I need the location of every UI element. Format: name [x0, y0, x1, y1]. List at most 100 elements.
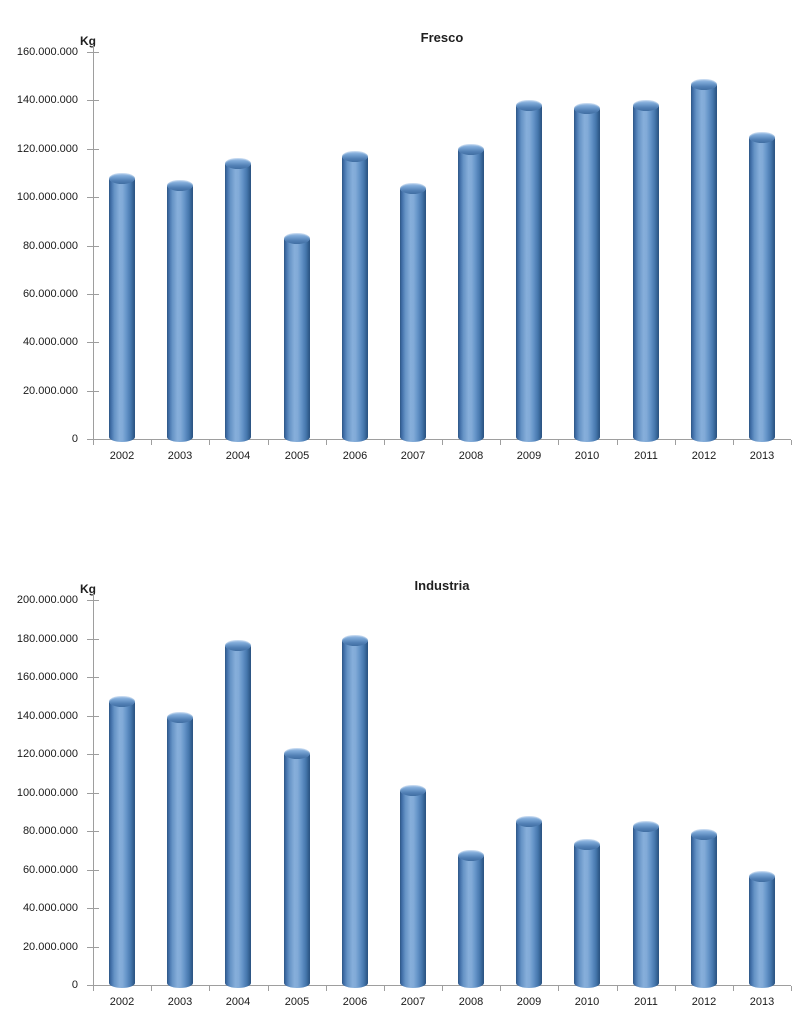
y-axis-tick: [87, 600, 99, 601]
bar-top-cap: [458, 850, 484, 861]
x-axis-category-label: 2003: [167, 996, 193, 1008]
bar-top-cap: [633, 821, 659, 832]
x-axis-tick: [442, 986, 443, 991]
bar-cylinder-body: [691, 834, 717, 988]
x-axis-category-label: 2011: [634, 996, 658, 1008]
bar-2011: [633, 821, 659, 988]
x-axis-tick: [384, 440, 385, 445]
x-axis-category-label: 2004: [225, 450, 251, 462]
x-axis-category-label: 2009: [516, 450, 542, 462]
bar-cylinder-body: [516, 821, 542, 988]
y-axis-tick-label: 160.000.000: [16, 671, 78, 683]
bar-top-cap: [691, 79, 717, 90]
x-axis-tick: [675, 986, 676, 991]
y-axis-tick: [87, 677, 99, 678]
y-axis-tick-label: 80.000.000: [22, 240, 78, 252]
bar-cylinder-body: [167, 717, 193, 988]
bar-top-cap: [574, 839, 600, 850]
x-axis-tick: [209, 440, 210, 445]
bar-cylinder-body: [458, 855, 484, 988]
bar-2003: [167, 712, 193, 988]
y-axis-tick: [87, 870, 99, 871]
x-axis-tick: [442, 440, 443, 445]
y-axis-tick: [87, 100, 99, 101]
bar-cylinder-body: [516, 105, 542, 442]
x-axis-category-label: 2008: [458, 996, 484, 1008]
bar-cylinder-body: [458, 149, 484, 442]
bar-top-cap: [225, 158, 251, 169]
y-axis-tick: [87, 639, 99, 640]
bar-cylinder-body: [342, 156, 368, 442]
x-axis-tick: [733, 986, 734, 991]
bar-top-cap: [749, 132, 775, 143]
x-axis-tick: [558, 986, 559, 991]
bar-2003: [167, 180, 193, 442]
bar-2010: [574, 839, 600, 988]
bar-top-cap: [633, 100, 659, 111]
bar-top-cap: [516, 816, 542, 827]
x-axis-tick: [151, 440, 152, 445]
bar-2010: [574, 103, 600, 442]
x-axis-tick: [617, 986, 618, 991]
x-axis-category-label: 2005: [284, 450, 310, 462]
x-axis-tick: [384, 986, 385, 991]
y-axis-tick: [87, 716, 99, 717]
x-axis-category-label: 2011: [634, 450, 658, 462]
bar-2007: [400, 183, 426, 442]
x-axis-line: [92, 439, 791, 440]
y-axis-tick-label: 200.000.000: [16, 594, 78, 606]
bar-top-cap: [284, 233, 310, 244]
y-axis-tick: [87, 197, 99, 198]
bar-cylinder-body: [167, 185, 193, 442]
bar-2012: [691, 79, 717, 442]
y-axis-unit-label: Kg: [80, 34, 96, 48]
bar-cylinder-body: [400, 188, 426, 442]
bar-2009: [516, 816, 542, 988]
x-axis-category-label: 2013: [749, 450, 775, 462]
x-axis-category-label: 2012: [691, 996, 717, 1008]
bar-top-cap: [691, 829, 717, 840]
bar-cylinder-body: [342, 640, 368, 988]
bar-2008: [458, 144, 484, 442]
bar-2012: [691, 829, 717, 988]
bar-cylinder-body: [574, 844, 600, 988]
bar-2002: [109, 696, 135, 988]
x-axis-tick: [268, 986, 269, 991]
y-axis-tick-label: 20.000.000: [22, 941, 78, 953]
bar-cylinder-body: [574, 108, 600, 442]
y-axis-tick: [87, 793, 99, 794]
bar-cylinder-body: [225, 163, 251, 442]
bar-cylinder-body: [109, 701, 135, 988]
x-axis-tick: [326, 986, 327, 991]
x-axis-tick: [500, 986, 501, 991]
x-axis-category-label: 2013: [749, 996, 775, 1008]
y-axis-tick: [87, 294, 99, 295]
bar-top-cap: [167, 712, 193, 723]
x-axis-category-label: 2006: [342, 996, 368, 1008]
bar-cylinder-body: [284, 753, 310, 988]
y-axis-tick: [87, 947, 99, 948]
x-axis-category-label: 2003: [167, 450, 193, 462]
y-axis-tick-label: 140.000.000: [16, 94, 78, 106]
y-axis-tick-label: 140.000.000: [16, 710, 78, 722]
x-axis-category-label: 2012: [691, 450, 717, 462]
y-axis-tick: [87, 908, 99, 909]
y-axis-tick: [87, 149, 99, 150]
x-axis-category-label: 2007: [400, 450, 426, 462]
bar-2008: [458, 850, 484, 988]
bar-top-cap: [749, 871, 775, 882]
y-axis-line: [93, 46, 94, 439]
bar-top-cap: [342, 151, 368, 162]
x-axis-tick: [500, 440, 501, 445]
x-axis-tick: [268, 440, 269, 445]
y-axis-tick-label: 60.000.000: [22, 864, 78, 876]
y-axis-tick: [87, 342, 99, 343]
y-axis-tick: [87, 246, 99, 247]
y-axis-tick-label: 40.000.000: [22, 902, 78, 914]
bar-2011: [633, 100, 659, 442]
y-axis-tick-label: 40.000.000: [22, 336, 78, 348]
y-axis-tick: [87, 391, 99, 392]
y-axis-unit-label: Kg: [80, 582, 96, 596]
bar-top-cap: [400, 183, 426, 194]
